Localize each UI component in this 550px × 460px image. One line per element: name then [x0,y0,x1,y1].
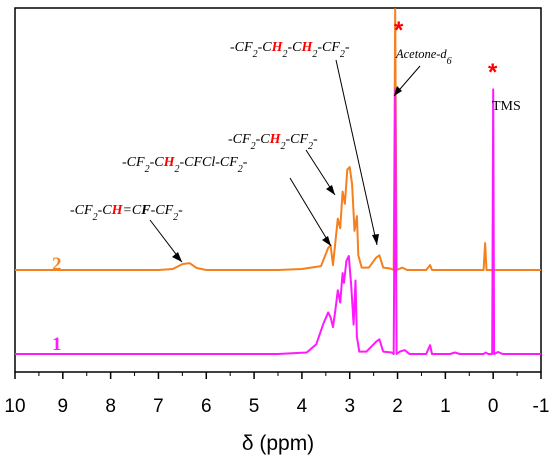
series-label-2: 2 [52,254,62,275]
annotation-part: H [269,132,282,147]
annotation-arrowhead-4 [372,234,379,245]
series-line-1 [15,88,541,355]
series-labels: 2 1 [52,254,62,355]
annotation-part: 2 [145,164,150,175]
annotation-part: -CF [228,132,251,147]
plot-frame [14,7,542,373]
annotation-part: -CF [122,155,145,170]
annotation-arrow-2 [289,177,332,247]
annotation-part: -CF [285,132,308,147]
annotation-part: - [313,132,318,147]
annotation-arrowhead-5 [394,86,402,96]
x-tick-label-8: 2 [392,396,403,417]
x-axis-title: δ (ppm) [242,432,314,455]
annotation-part: -C [287,40,302,55]
x-tick-label-3: 7 [153,396,164,417]
annotation-part: - [243,155,248,170]
annotation-part: 2 [340,49,345,60]
annotation-ch-cf: -CF2-CH=CF-CF2- [70,203,183,223]
x-tick-label-9: 1 [440,396,451,417]
star-tms: * [488,59,498,86]
x-tick-label-4: 6 [201,396,212,417]
annotation-part: -CF [317,40,340,55]
annotation-part: 2 [238,164,243,175]
annotation-part: Acetone-d [395,47,447,61]
annotation-part: 2 [93,212,98,223]
annotation-part: -C [258,40,273,55]
annotation-part: H [163,155,176,170]
annotation-arrow-4 [335,59,378,246]
annotation-part: H [111,203,124,218]
annotation-ch2-cfcl: -CF2-CH2-CFCl-CF2- [122,155,248,175]
x-tick-label-5: 5 [249,396,260,417]
annotation-part: =C [122,203,141,218]
annotation-part: -CF [70,203,93,218]
annotation-part: - [345,40,350,55]
x-axis-ticks: 10 9 8 7 6 5 4 3 2 1 0 -1 [4,372,549,417]
annotation-part: F [140,203,151,218]
series-layer [15,8,541,355]
x-tick-label-0: 10 [4,396,25,417]
annotation-part: -C [98,203,113,218]
annotation-acetone: Acetone-d6 [395,47,452,67]
annotation-part: 2 [253,49,258,60]
annotation-part: 2 [308,141,313,152]
x-tick-label-11: -1 [533,396,550,417]
annotation-part: 2 [174,164,179,175]
annotation-part: 6 [447,56,452,67]
x-tick-label-10: 0 [488,396,499,417]
annotation-part: - [178,203,183,218]
annotation-part: H [271,40,284,55]
annotation-part: 2 [282,49,287,60]
x-tick-label-6: 4 [297,396,308,417]
annotation-tms: TMS [492,99,521,114]
annotation-ch2-ch2: -CF2-CH2-CH2-CF2- [230,40,350,60]
annotation-part: -C [150,155,165,170]
annotation-part: -CF [151,203,174,218]
series-line-2 [15,8,541,271]
x-tick-label-7: 3 [344,396,355,417]
star-acetone: * [394,17,404,44]
annotation-arrowhead-2 [322,236,331,246]
annotation-ch2: -CF2-CH2-CF2- [228,132,318,152]
annotation-part: 2 [280,141,285,152]
annotation-part: 2 [173,212,178,223]
x-tick-label-2: 8 [105,396,116,417]
series-label-1: 1 [52,334,62,355]
annotation-part: H [300,40,313,55]
annotation-part: -CFCl-CF [179,155,238,170]
peak-annotations: -CF2-CH=CF-CF2- -CF2-CH2-CFCl-CF2- -CF2-… [70,17,521,263]
annotation-part: -CF [230,40,253,55]
annotation-part: 2 [312,49,317,60]
annotation-part: -C [256,132,271,147]
x-tick-label-1: 9 [58,396,69,417]
annotation-arrowhead-1 [172,252,182,262]
annotation-arrowhead-3 [326,185,335,195]
annotation-part: 2 [251,141,256,152]
